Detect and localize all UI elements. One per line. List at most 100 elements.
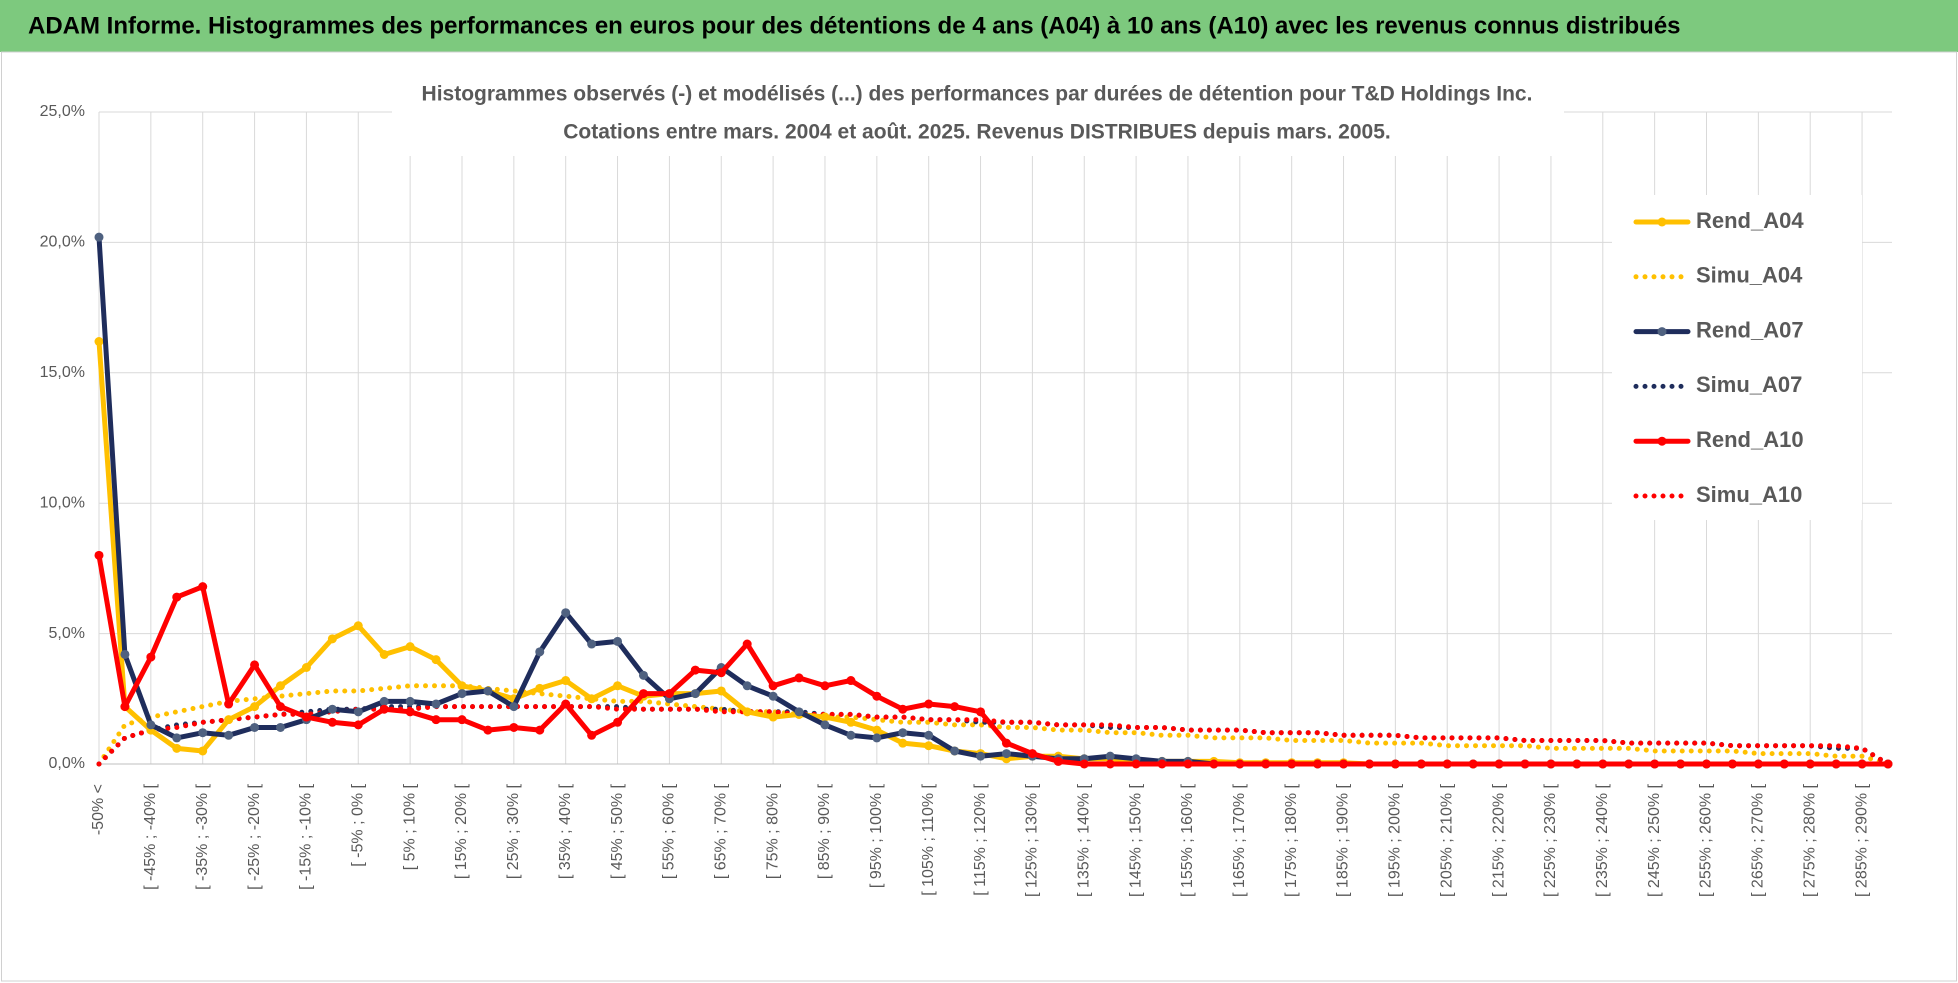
model-line — [96, 683, 1891, 767]
marker — [794, 673, 804, 683]
x-tick-label: [ 35% ; 40% [ — [557, 783, 574, 879]
marker — [431, 655, 441, 665]
marker — [1209, 759, 1219, 769]
marker — [1105, 751, 1115, 761]
x-tick-label: [ 15% ; 20% [ — [453, 783, 470, 879]
marker — [431, 715, 441, 725]
y-tick-label: 20,0% — [40, 234, 85, 251]
marker — [535, 647, 545, 657]
x-tick-label: [ 5% ; 10% [ — [401, 783, 418, 870]
x-tick-label: -50% < — [90, 784, 107, 835]
x-tick-label: [ 265% ; 270% [ — [1750, 783, 1767, 897]
x-tick-label: [ 85% ; 90% [ — [816, 783, 833, 879]
marker — [250, 722, 260, 732]
marker — [898, 728, 908, 738]
marker — [613, 681, 623, 691]
marker — [924, 741, 934, 751]
marker — [1027, 749, 1037, 759]
legend-label: Simu_A04 — [1696, 263, 1803, 288]
marker — [846, 730, 856, 740]
marker — [120, 649, 130, 659]
marker — [768, 712, 778, 722]
marker — [198, 582, 208, 592]
marker — [457, 681, 467, 691]
legend-marker — [1657, 327, 1667, 337]
x-tick-label: [ 145% ; 150% [ — [1127, 783, 1144, 897]
title-backdrop — [392, 76, 1564, 156]
marker — [457, 689, 467, 699]
marker — [301, 663, 311, 673]
x-tick-label: [ -25% ; -20% [ — [246, 783, 263, 889]
marker — [1261, 759, 1271, 769]
marker — [1079, 759, 1089, 769]
marker — [976, 707, 986, 717]
marker — [483, 686, 493, 696]
y-tick-label: 10,0% — [40, 494, 85, 511]
marker — [872, 691, 882, 701]
marker — [742, 681, 752, 691]
marker — [1650, 759, 1660, 769]
marker — [379, 649, 389, 659]
x-tick-label: [ -5% ; 0% [ — [349, 783, 366, 866]
marker — [1883, 759, 1893, 769]
marker — [898, 738, 908, 748]
marker — [353, 621, 363, 631]
marker — [94, 232, 104, 242]
marker — [794, 707, 804, 717]
y-tick-label: 0,0% — [49, 755, 85, 772]
marker — [613, 717, 623, 727]
marker — [1546, 759, 1556, 769]
marker — [1001, 738, 1011, 748]
x-tick-label: [ 285% ; 290% [ — [1853, 783, 1870, 897]
marker — [198, 746, 208, 756]
marker — [379, 696, 389, 706]
x-tick-label: [ 25% ; 30% [ — [505, 783, 522, 879]
x-tick-label: [ 65% ; 70% [ — [712, 783, 729, 879]
y-tick-label: 5,0% — [49, 625, 85, 642]
marker — [1520, 759, 1530, 769]
marker — [872, 733, 882, 743]
marker — [1805, 759, 1815, 769]
marker — [509, 722, 519, 732]
marker — [535, 683, 545, 693]
marker — [742, 707, 752, 717]
marker — [561, 608, 571, 618]
marker — [1390, 759, 1400, 769]
marker — [275, 722, 285, 732]
x-tick-label: [ 185% ; 190% [ — [1335, 783, 1352, 897]
x-tick-label: [ 235% ; 240% [ — [1594, 783, 1611, 897]
marker — [1235, 759, 1245, 769]
marker — [1624, 759, 1634, 769]
marker — [457, 715, 467, 725]
x-tick-label: [ -45% ; -40% [ — [142, 783, 159, 889]
y-tick-label: 15,0% — [40, 364, 85, 381]
marker — [1753, 759, 1763, 769]
marker — [820, 712, 830, 722]
marker — [1468, 759, 1478, 769]
x-tick-label: [ 155% ; 160% [ — [1179, 783, 1196, 897]
marker — [820, 681, 830, 691]
marker — [172, 733, 182, 743]
legend-label: Rend_A07 — [1696, 317, 1804, 342]
x-tick-label: [ 95% ; 100% [ — [868, 783, 885, 888]
x-tick-label: [ 245% ; 250% [ — [1646, 783, 1663, 897]
header-title: ADAM Informe. Histogrammes des performan… — [28, 12, 1681, 39]
marker — [379, 704, 389, 714]
marker — [846, 717, 856, 727]
marker — [1572, 759, 1582, 769]
marker — [872, 725, 882, 735]
marker — [924, 699, 934, 709]
y-tick-label: 25,0% — [40, 103, 85, 120]
chart-subtitle: Cotations entre mars. 2004 et août. 2025… — [563, 121, 1390, 144]
marker — [327, 704, 337, 714]
marker — [275, 681, 285, 691]
marker — [224, 715, 234, 725]
marker — [1339, 759, 1349, 769]
marker — [172, 592, 182, 602]
x-tick-label: [ 55% ; 60% [ — [661, 783, 678, 879]
marker — [94, 337, 104, 347]
marker — [1131, 759, 1141, 769]
x-tick-label: [ 165% ; 170% [ — [1231, 783, 1248, 897]
